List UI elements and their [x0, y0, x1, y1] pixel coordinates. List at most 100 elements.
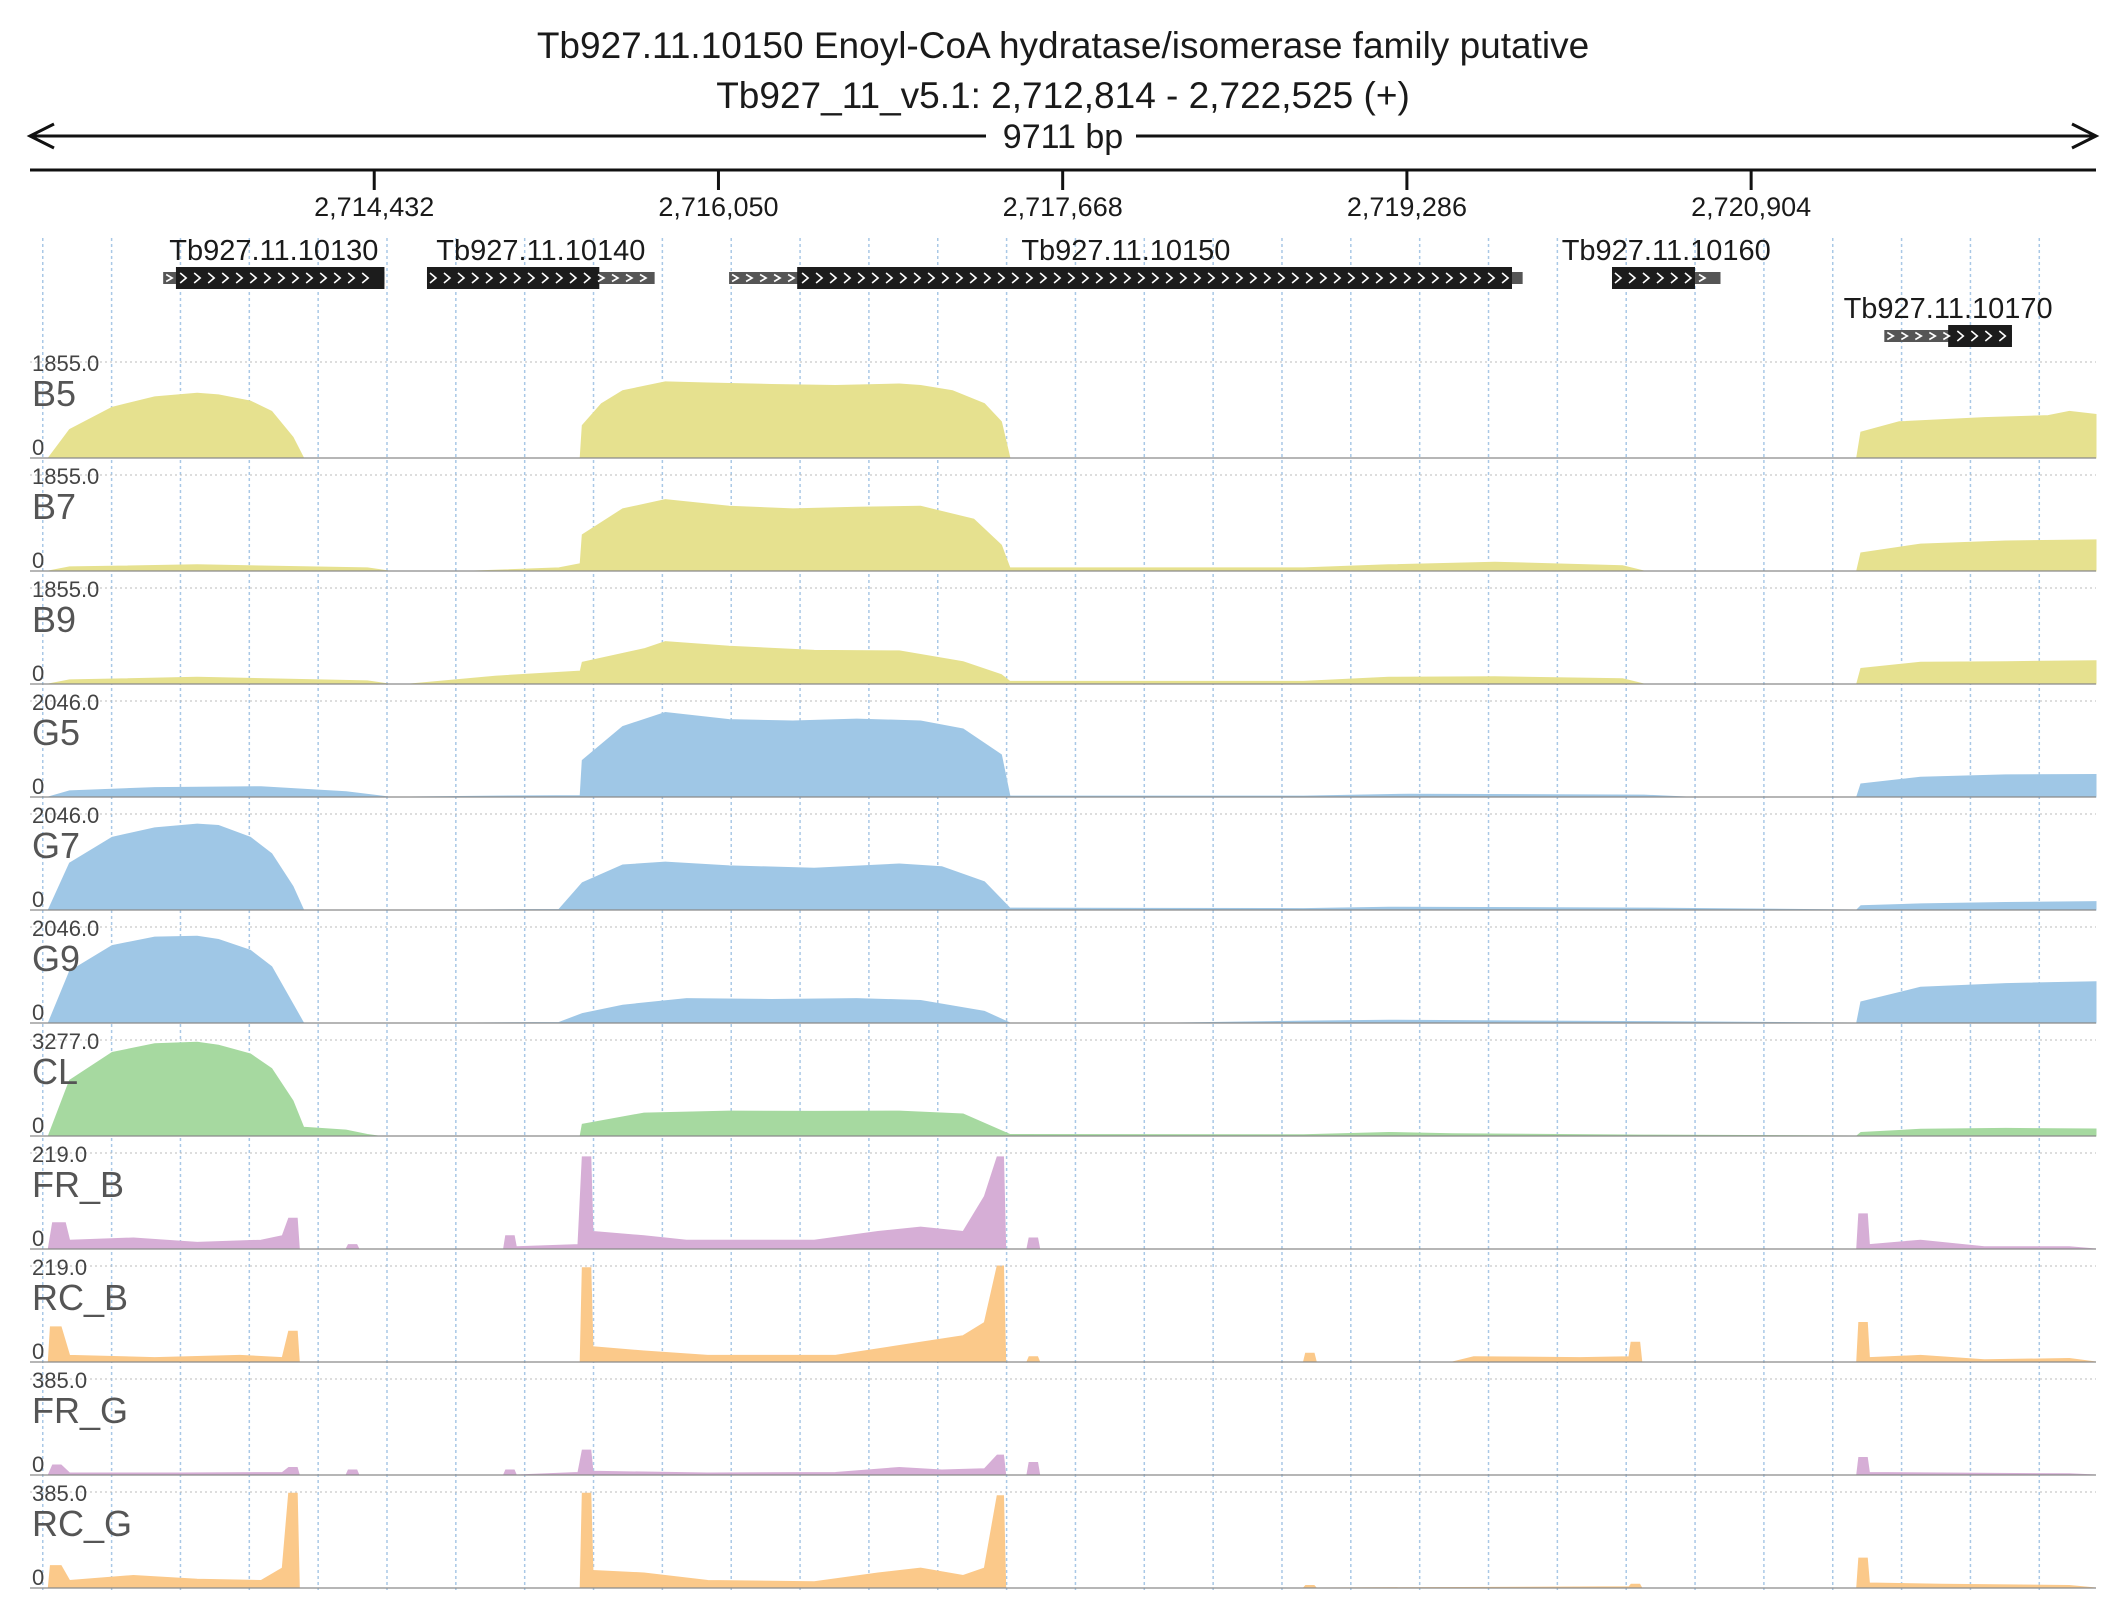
track-min-label: 0 — [32, 1000, 44, 1025]
coverage-tracks: 1855.0B501855.0B701855.0B902046.0G502046… — [30, 351, 2097, 1590]
strand-arrow — [527, 272, 536, 284]
ruler-tick-label: 2,716,050 — [658, 192, 778, 222]
gene-Tb927.11.10140[interactable]: Tb927.11.10140 — [426, 235, 655, 289]
strand-arrow — [569, 272, 578, 284]
track-FR_G: 385.0FR_G 0 — [30, 1368, 2097, 1477]
coverage-area — [48, 499, 2097, 572]
strand-arrow — [885, 272, 894, 284]
track-min-label: 0 — [32, 1339, 44, 1364]
gene-label: Tb927.11.10160 — [1562, 235, 1771, 267]
track-name-label: G5 — [32, 712, 80, 753]
strand-arrow — [1956, 330, 1965, 342]
strand-arrow — [639, 273, 648, 283]
strand-arrow — [471, 272, 480, 284]
strand-arrow — [499, 272, 508, 284]
track-min-label: 0 — [32, 1452, 44, 1477]
strand-arrow — [263, 272, 272, 284]
track-min-label: 0 — [32, 435, 44, 460]
track-name-label: G7 — [32, 825, 80, 866]
strand-arrow — [801, 272, 810, 284]
track-min-label: 0 — [32, 887, 44, 912]
strand-arrow — [1928, 331, 1937, 341]
strand-arrow — [815, 272, 824, 284]
span-label: 9711 bp — [1003, 118, 1123, 156]
track-max-label: 1855.0 — [32, 577, 99, 602]
strand-arrow — [1081, 272, 1090, 284]
strand-arrow — [1067, 272, 1076, 284]
track-max-label: 1855.0 — [32, 351, 99, 376]
coverage-area — [48, 641, 2097, 685]
strand-arrow — [913, 272, 922, 284]
ruler-tick-label: 2,720,904 — [1691, 192, 1811, 222]
strand-arrow — [1193, 272, 1202, 284]
strand-arrow — [1319, 272, 1328, 284]
strand-arrow — [249, 272, 258, 284]
strand-arrow — [997, 272, 1006, 284]
strand-arrow — [1361, 272, 1370, 284]
strand-arrow — [1263, 272, 1272, 284]
track-G7: 2046.0G7 0 — [30, 803, 2097, 912]
strand-arrow — [1249, 272, 1258, 284]
strand-arrow — [969, 272, 978, 284]
strand-arrow — [829, 272, 838, 284]
strand-arrow — [1501, 272, 1510, 284]
coverage-area — [47, 1449, 2097, 1476]
strand-arrow — [347, 272, 356, 284]
track-B7: 1855.0B7 0 — [30, 464, 2097, 573]
track-max-label: 219.0 — [32, 1142, 87, 1167]
track-B5: 1855.0B5 0 — [30, 351, 2097, 460]
strand-arrow — [291, 272, 300, 284]
strand-arrow — [1375, 272, 1384, 284]
strand-arrow — [1628, 272, 1637, 284]
gene-Tb927.11.10150[interactable]: Tb927.11.10150 — [729, 235, 1523, 289]
track-name-label: B7 — [32, 486, 76, 527]
strand-arrow — [1389, 272, 1398, 284]
strand-arrow — [927, 272, 936, 284]
strand-arrow — [513, 272, 522, 284]
track-FR_B: 219.0FR_B 0 — [30, 1142, 2097, 1251]
gene-Tb927.11.10130[interactable]: Tb927.11.10130 — [163, 235, 385, 289]
strand-arrow — [1670, 272, 1679, 284]
strand-arrow — [1656, 272, 1665, 284]
strand-arrow — [179, 272, 188, 284]
strand-arrow — [941, 272, 950, 284]
ruler-ticks: 2,714,432 2,716,050 2,717,668 2,719,286 2,72… — [314, 170, 1811, 222]
strand-arrow — [1305, 272, 1314, 284]
track-max-label: 1855.0 — [32, 464, 99, 489]
strand-arrow — [1642, 272, 1651, 284]
strand-arrow — [1473, 272, 1482, 284]
track-name-label: CL — [32, 1051, 78, 1092]
strand-arrow — [1025, 272, 1034, 284]
strand-arrow — [1179, 272, 1188, 284]
track-min-label: 0 — [32, 661, 44, 686]
coverage-area — [47, 1265, 2097, 1363]
gene-annotation-track: Tb927.11.10130 Tb927.11.10140 Tb927.11.101… — [163, 235, 2053, 347]
track-name-label: FR_G — [32, 1390, 128, 1431]
track-min-label: 0 — [32, 548, 44, 573]
strand-arrow — [1698, 273, 1707, 283]
strand-arrow — [207, 272, 216, 284]
strand-arrow — [1151, 272, 1160, 284]
strand-arrow — [429, 272, 438, 284]
gene-label: Tb927.11.10170 — [1844, 293, 2053, 325]
gene-Tb927.11.10170[interactable]: Tb927.11.10170 — [1844, 293, 2053, 347]
gene-label: Tb927.11.10150 — [1021, 235, 1230, 267]
track-max-label: 219.0 — [32, 1255, 87, 1280]
gene-Tb927.11.10160[interactable]: Tb927.11.10160 — [1562, 235, 1771, 289]
track-name-label: FR_B — [32, 1164, 124, 1205]
track-G5: 2046.0G5 0 — [30, 690, 2097, 799]
coverage-area — [47, 1492, 2097, 1589]
strand-arrow — [787, 273, 796, 283]
track-CL: 3277.0CL 0 — [30, 1029, 2097, 1138]
strand-arrow — [1137, 272, 1146, 284]
strand-arrow — [541, 272, 550, 284]
track-name-label: B9 — [32, 599, 76, 640]
gene-label: Tb927.11.10130 — [169, 235, 378, 267]
strand-arrow — [857, 272, 866, 284]
strand-arrow — [899, 272, 908, 284]
strand-arrow — [1165, 272, 1174, 284]
strand-arrow — [361, 272, 370, 284]
gene-cds — [797, 267, 1513, 289]
track-min-label: 0 — [32, 1565, 44, 1590]
